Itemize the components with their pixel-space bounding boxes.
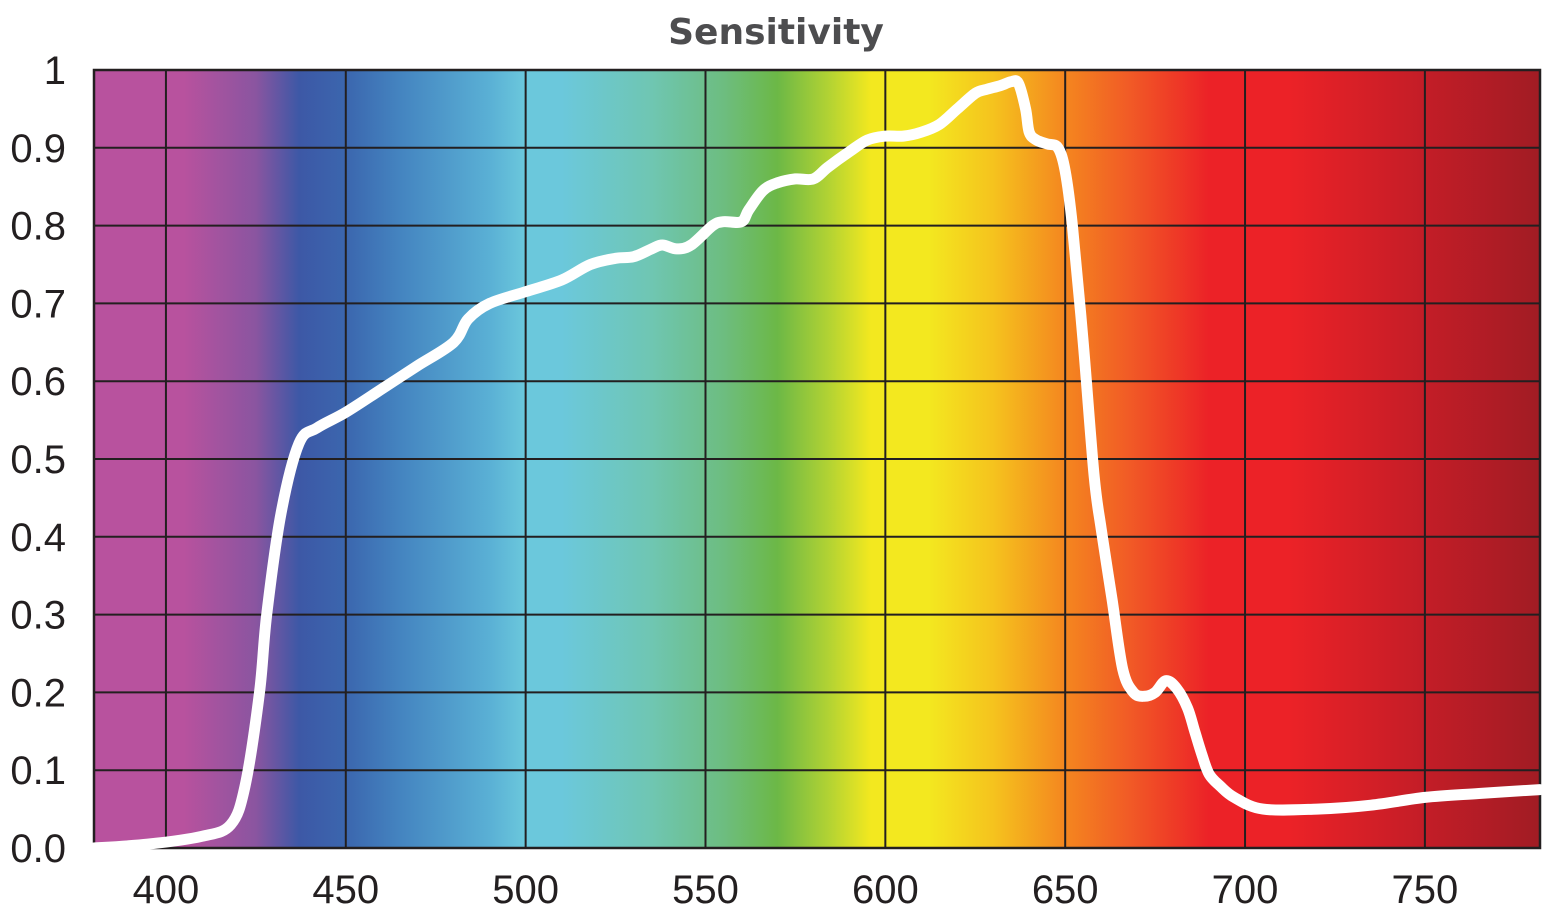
y-tick-label: 0.1 (10, 749, 66, 793)
x-tick-label: 700 (1212, 868, 1279, 912)
y-tick-label: 0.8 (10, 205, 66, 249)
y-tick-label: 0.6 (10, 360, 66, 404)
y-tick-label: 0.5 (10, 438, 66, 482)
x-tick-label: 600 (852, 868, 919, 912)
y-tick-label: 1 (44, 49, 66, 93)
x-axis-ticks: 400 450 500 550 600 650 700 750 (133, 868, 1459, 912)
x-tick-label: 500 (492, 868, 559, 912)
plot-frame (92, 68, 1542, 850)
y-tick-label: 0.3 (10, 594, 66, 638)
y-tick-label: 0.0 (10, 827, 66, 871)
y-tick-label: 0.2 (10, 671, 66, 715)
x-tick-label: 750 (1392, 868, 1459, 912)
sensitivity-curve (88, 75, 1546, 854)
x-tick-label: 550 (672, 868, 739, 912)
y-axis-ticks: 0.0 0.1 0.2 0.3 0.4 0.5 0.6 0.7 0.8 0.9 1 (10, 49, 66, 871)
x-tick-label: 400 (133, 868, 200, 912)
y-tick-label: 0.7 (10, 282, 66, 326)
chart-title: Sensitivity (668, 12, 884, 53)
y-tick-label: 0.4 (10, 516, 66, 560)
y-tick-label: 0.9 (10, 127, 66, 171)
x-tick-label: 450 (312, 868, 379, 912)
x-tick-label: 650 (1032, 868, 1099, 912)
